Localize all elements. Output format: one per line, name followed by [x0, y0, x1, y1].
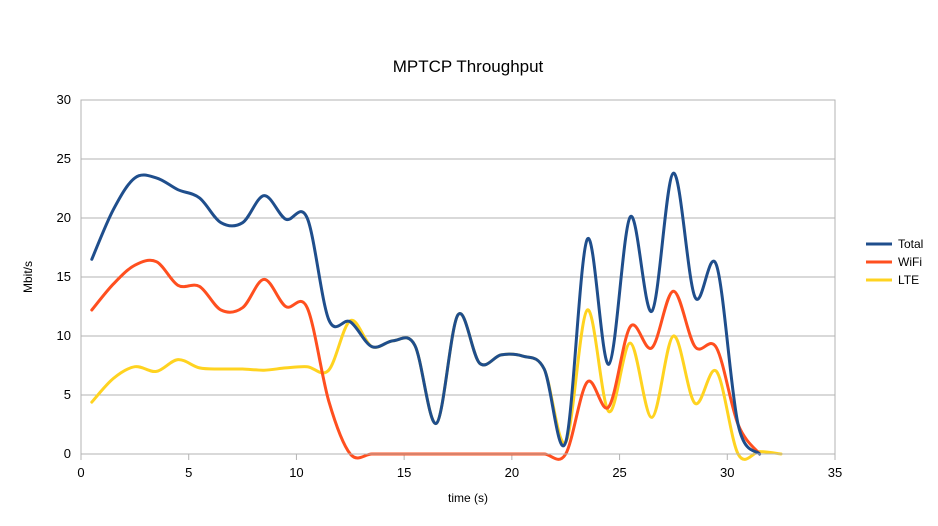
x-tick-label: 35: [828, 465, 842, 480]
y-axis-label: Mbit/s: [21, 261, 35, 293]
y-tick-label: 0: [64, 446, 71, 461]
legend-label-lte: LTE: [898, 273, 919, 287]
x-axis-ticks: 0 5 10 15 20 25 30 35: [77, 454, 842, 480]
series-lines: [90, 171, 783, 461]
x-tick-label: 10: [289, 465, 303, 480]
x-tick-label: 5: [185, 465, 192, 480]
x-tick-label: 15: [397, 465, 411, 480]
y-axis-ticks: 0 5 10 15 20 25 30: [57, 92, 71, 461]
gridlines: [81, 99, 835, 455]
x-tick-label: 0: [77, 465, 84, 480]
legend: Total WiFi LTE: [866, 237, 923, 287]
y-tick-label: 10: [57, 328, 71, 343]
legend-label-total: Total: [898, 237, 923, 251]
y-tick-label: 25: [57, 151, 71, 166]
x-tick-label: 25: [612, 465, 626, 480]
series-line-total: [90, 171, 762, 456]
y-tick-label: 20: [57, 210, 71, 225]
plot-area-border: [80, 99, 836, 455]
series-line-wifi: [90, 258, 762, 461]
x-axis-label: time (s): [448, 491, 488, 505]
series-line-lte: [90, 308, 783, 461]
x-tick-label: 30: [720, 465, 734, 480]
y-tick-label: 15: [57, 269, 71, 284]
x-tick-label: 20: [505, 465, 519, 480]
chart-title: MPTCP Throughput: [393, 57, 544, 76]
y-tick-label: 5: [64, 387, 71, 402]
legend-label-wifi: WiFi: [898, 255, 922, 269]
y-tick-label: 30: [57, 92, 71, 107]
